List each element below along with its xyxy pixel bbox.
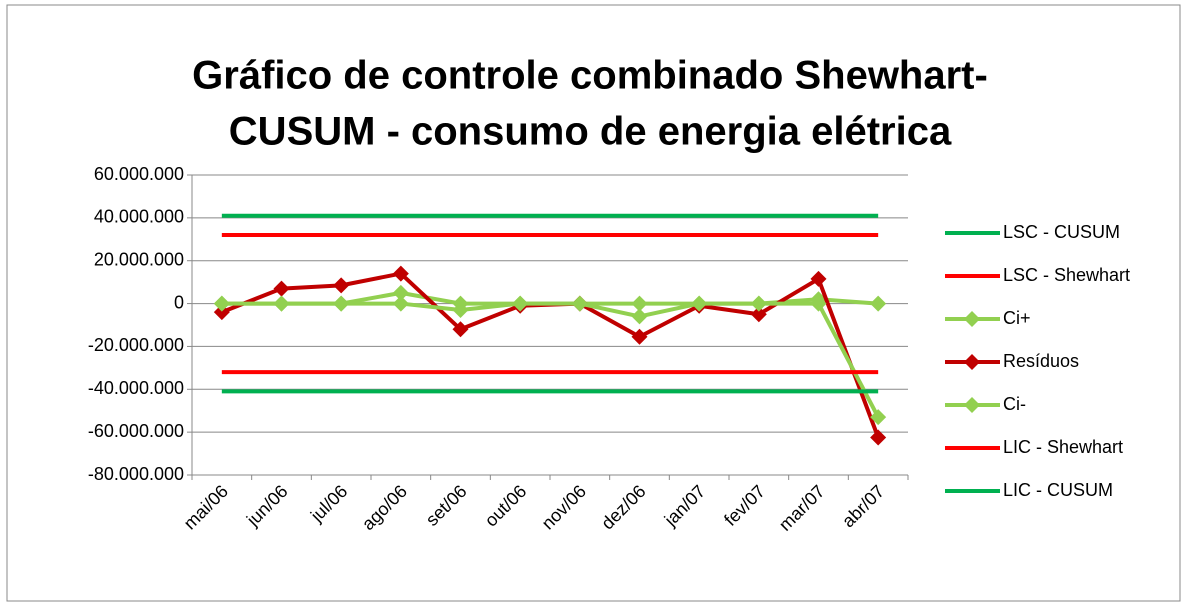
marker [273, 280, 290, 297]
marker [333, 277, 350, 294]
marker [273, 295, 290, 312]
marker [631, 328, 648, 345]
y-tick-label: -40.000.000 [88, 378, 184, 398]
y-tick-label: -80.000.000 [88, 464, 184, 484]
marker [870, 295, 887, 312]
legend-label: LIC - CUSUM [1003, 480, 1113, 500]
marker [631, 308, 648, 325]
y-tick-label: -20.000.000 [88, 335, 184, 355]
legend-marker [964, 397, 980, 413]
legend-label: Ci- [1003, 394, 1026, 414]
chart-title: CUSUM - consumo de energia elétrica [229, 110, 952, 154]
marker [870, 429, 887, 446]
marker [631, 295, 648, 312]
marker [691, 295, 708, 312]
y-tick-label: 20.000.000 [94, 249, 184, 269]
marker [213, 304, 230, 321]
legend-label: Resíduos [1003, 351, 1079, 371]
series-line [221, 301, 880, 419]
marker [810, 270, 827, 287]
marker [810, 295, 827, 312]
marker [333, 295, 350, 312]
y-tick-label: -60.000.000 [88, 421, 184, 441]
legend-label: Ci+ [1003, 308, 1031, 328]
legend-label: LSC - Shewhart [1003, 265, 1130, 285]
marker [452, 302, 469, 318]
marker [870, 409, 887, 426]
marker [392, 284, 409, 301]
marker [392, 265, 409, 282]
marker [512, 295, 529, 312]
legend-label: LSC - CUSUM [1003, 222, 1120, 242]
legend-marker [964, 354, 980, 370]
chart-title: Gráfico de controle combinado Shewhart- [192, 54, 988, 98]
legend-marker [964, 311, 980, 327]
marker [750, 295, 767, 312]
marker [392, 295, 409, 312]
marker [452, 321, 469, 338]
y-tick-label: 0 [174, 292, 184, 312]
y-tick-label: 60.000.000 [94, 164, 184, 184]
y-tick-label: 40.000.000 [94, 207, 184, 227]
legend-label: LIC - Shewhart [1003, 437, 1123, 457]
marker [213, 295, 230, 312]
marker [750, 306, 767, 323]
marker [571, 295, 588, 312]
